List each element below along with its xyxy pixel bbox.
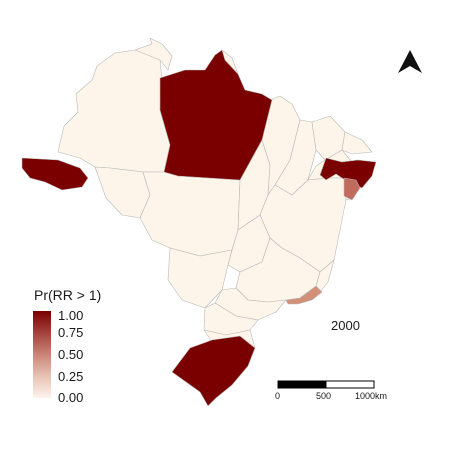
region-rondonia bbox=[95, 167, 150, 218]
legend-tick-label: 0.25 bbox=[58, 370, 83, 383]
scale-label-0: 0 bbox=[275, 391, 280, 401]
region-amazonas bbox=[58, 44, 170, 172]
north-arrow-icon bbox=[398, 50, 422, 73]
legend-tick-label: 1.00 bbox=[58, 309, 83, 322]
legend-tick-label: 0.00 bbox=[58, 391, 83, 404]
scale-label-1000km: 1000km bbox=[355, 391, 387, 401]
legend-title: Pr(RR > 1) bbox=[34, 287, 101, 303]
scale-bar bbox=[278, 381, 374, 388]
region-acre bbox=[22, 158, 88, 190]
scale-label-500: 500 bbox=[316, 391, 331, 401]
legend-tick-label: 0.75 bbox=[58, 326, 83, 339]
region-rio-grande-do-sul bbox=[172, 336, 255, 406]
legend-tick-label: 0.50 bbox=[58, 348, 83, 361]
region-mato-grosso bbox=[140, 172, 240, 256]
region-rio-grande-do-norte bbox=[342, 132, 372, 154]
year-label: 2000 bbox=[331, 318, 360, 333]
legend-color-bar bbox=[33, 311, 51, 398]
